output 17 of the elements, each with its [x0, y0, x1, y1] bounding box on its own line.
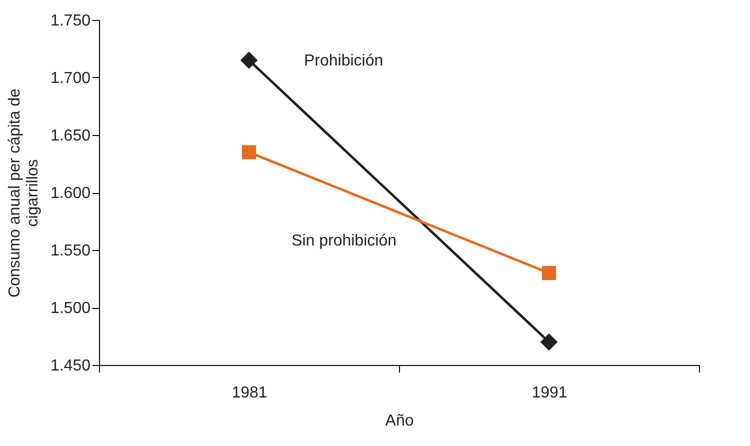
y-tick-label: 1.450: [50, 358, 91, 374]
x-axis-title: Año: [385, 412, 414, 430]
y-tick-label: 1.750: [50, 12, 91, 30]
y-tick-label: 1.500: [50, 300, 91, 317]
y-tick-label: 1.650: [50, 128, 91, 144]
point: [542, 266, 556, 280]
y-tick-label: 1.700: [50, 70, 91, 87]
point: [540, 333, 558, 351]
y-tick-label: 1.600: [50, 185, 91, 202]
x-tick-label: 1981: [232, 384, 268, 402]
point: [242, 145, 256, 160]
point: [240, 52, 258, 69]
y-axis-title: Consumo anual per cápita de cigarrillos: [6, 88, 42, 298]
y-tick-label: 1.550: [50, 242, 91, 260]
series-label: Sin prohibición: [292, 232, 396, 250]
x-tick-label: 1991: [532, 384, 568, 402]
series-label: Prohibición: [304, 52, 384, 70]
